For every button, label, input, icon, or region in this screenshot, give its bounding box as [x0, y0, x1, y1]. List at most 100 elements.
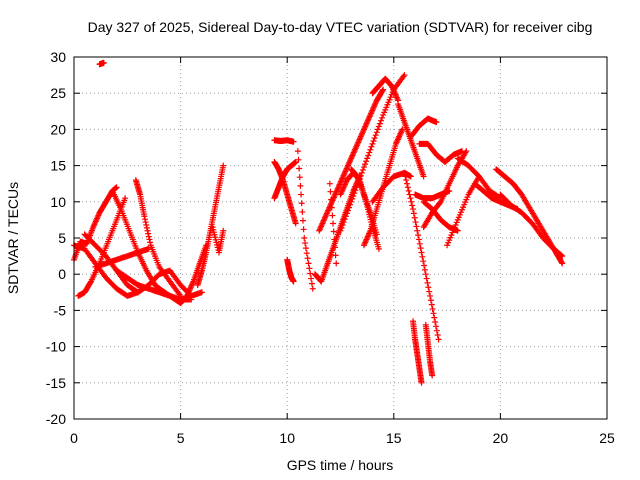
series-arc-38 [96, 59, 107, 68]
data-point [379, 114, 386, 121]
data-point [418, 249, 425, 256]
data-point [298, 200, 305, 207]
data-point [113, 184, 120, 191]
data-point [364, 155, 371, 162]
data-point [378, 117, 385, 124]
data-point [407, 195, 414, 202]
data-point [326, 180, 333, 187]
series-arc-40 [294, 148, 316, 292]
data-point [304, 255, 311, 262]
plot-frame [73, 56, 608, 420]
data-point [431, 314, 438, 321]
data-point [418, 379, 425, 386]
data-point [309, 285, 316, 292]
data-point [422, 271, 429, 278]
data-point [146, 236, 153, 243]
data-point [366, 149, 373, 156]
data-point [340, 219, 347, 226]
data-point [412, 219, 419, 226]
series-arc-21 [369, 75, 402, 104]
data-point [427, 297, 434, 304]
data-point [141, 216, 148, 223]
data-point [338, 224, 345, 231]
data-point [454, 227, 461, 234]
data-point [429, 305, 436, 312]
series-arc-11 [194, 162, 227, 289]
series-arc-25 [401, 169, 442, 343]
data-point [417, 245, 424, 252]
data-point [198, 289, 205, 296]
data-point [428, 301, 435, 308]
data-point [308, 275, 315, 282]
data-point [352, 187, 359, 194]
data-point [404, 184, 411, 191]
data-point [432, 318, 439, 325]
series-arc-29 [416, 140, 466, 165]
series-arc-05 [109, 187, 167, 296]
data-point [297, 182, 304, 189]
data-point [331, 244, 338, 251]
data-point [435, 336, 442, 343]
data-point [328, 196, 335, 203]
data-point [342, 213, 349, 220]
data-point [330, 220, 337, 227]
data-point [344, 207, 351, 214]
data-point [403, 177, 410, 184]
data-point [429, 372, 436, 379]
data-point [359, 166, 366, 173]
data-point [142, 219, 149, 226]
y-tick-label: -5 [54, 302, 67, 318]
data-point [401, 169, 408, 176]
data-point [341, 216, 348, 223]
data-point [307, 270, 314, 277]
data-point [375, 245, 382, 252]
data-point [406, 191, 413, 198]
data-point [337, 227, 344, 234]
data-point [370, 137, 377, 144]
y-tick-label: 0 [58, 266, 66, 282]
data-point [420, 258, 427, 265]
data-point [409, 206, 416, 213]
series-arc-06 [92, 245, 152, 270]
series-arc-22 [360, 126, 406, 249]
x-tick-label: 10 [279, 430, 295, 446]
data-point [424, 279, 431, 286]
data-point [328, 204, 335, 211]
data-point [143, 224, 150, 231]
series-arc-39 [209, 224, 227, 256]
y-tick-label: 20 [50, 121, 66, 137]
series-arc-07 [132, 177, 184, 299]
y-tick-label: 5 [58, 230, 66, 246]
y-tick-label: 25 [50, 85, 66, 101]
data-point [411, 214, 418, 221]
data-point [434, 332, 441, 339]
x-tick-label: 0 [70, 430, 78, 446]
data-point [330, 228, 337, 235]
data-point [358, 169, 365, 176]
series-arc-32 [420, 148, 470, 231]
series-arc-17 [316, 86, 387, 234]
data-point [301, 235, 308, 241]
data-point [302, 245, 309, 252]
data-point [363, 158, 370, 165]
data-point [433, 119, 440, 126]
data-point [300, 226, 307, 233]
series-arc-14 [271, 158, 299, 202]
series-arc-34 [454, 155, 504, 202]
data-point [433, 327, 440, 334]
data-point [426, 288, 433, 295]
data-point [332, 252, 339, 259]
series-arc-15 [284, 256, 297, 285]
data-point [374, 126, 381, 133]
data-point [343, 210, 350, 217]
data-point [402, 173, 409, 180]
data-point [369, 140, 376, 147]
data-point [376, 120, 383, 127]
data-point [333, 260, 340, 267]
data-point [463, 148, 470, 155]
data-point [430, 310, 437, 317]
data-point [308, 280, 315, 287]
data-point [290, 138, 297, 145]
data-point [122, 195, 129, 202]
